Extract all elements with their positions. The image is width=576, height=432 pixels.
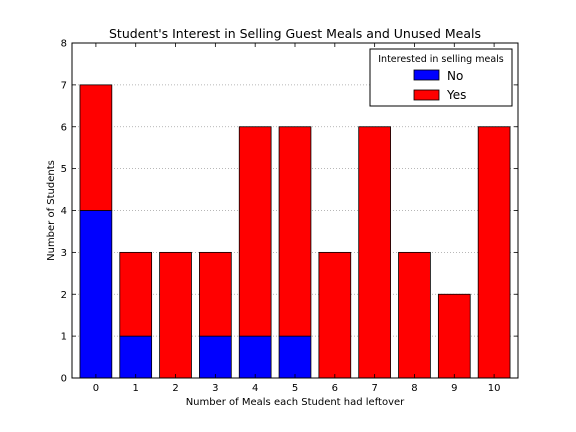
x-tick-label: 2 bbox=[172, 383, 178, 394]
y-axis-ticks: 0 1 2 3 4 5 6 7 8 bbox=[61, 39, 518, 385]
bar-yes-10 bbox=[477, 126, 511, 379]
x-tick-label: 8 bbox=[411, 383, 417, 394]
y-tick-label: 7 bbox=[61, 80, 67, 91]
bar-no-5 bbox=[278, 335, 312, 379]
bar-yes-5 bbox=[278, 126, 312, 337]
y-tick-label: 5 bbox=[61, 164, 67, 175]
bar-yes-7 bbox=[358, 126, 391, 379]
bar-yes-4 bbox=[238, 126, 272, 337]
x-axis-ticks: 0 1 2 3 4 5 6 7 8 9 10 bbox=[93, 43, 501, 394]
bar-no-0 bbox=[79, 210, 113, 379]
x-tick-label: 6 bbox=[332, 383, 338, 394]
bar-yes-8 bbox=[398, 251, 431, 379]
x-tick-label: 3 bbox=[212, 383, 218, 394]
y-axis-label: Number of Students bbox=[46, 160, 57, 261]
legend-label-yes: Yes bbox=[446, 88, 466, 102]
legend-swatch-no bbox=[413, 69, 440, 81]
x-tick-label: 5 bbox=[292, 383, 298, 394]
x-axis-label: Number of Meals each Student had leftove… bbox=[186, 397, 405, 408]
legend-swatch-yes bbox=[413, 89, 440, 101]
legend-label-no: No bbox=[447, 69, 463, 83]
y-tick-label: 6 bbox=[61, 122, 67, 133]
bar-yes-6 bbox=[318, 251, 352, 379]
x-tick-label: 0 bbox=[93, 383, 99, 394]
x-tick-label: 7 bbox=[371, 383, 377, 394]
bar-yes-9 bbox=[437, 293, 471, 379]
bar-yes-2 bbox=[159, 251, 192, 379]
y-tick-label: 4 bbox=[61, 206, 67, 217]
x-tick-label: 9 bbox=[451, 383, 457, 394]
legend-box bbox=[369, 48, 513, 107]
y-tick-label: 3 bbox=[61, 248, 67, 259]
x-tick-label: 10 bbox=[488, 383, 501, 394]
bar-no-1 bbox=[119, 335, 153, 379]
bar-yes-1 bbox=[119, 251, 153, 337]
legend-title: Interested in selling meals bbox=[378, 54, 504, 65]
y-tick-label: 8 bbox=[61, 39, 67, 50]
x-tick-label: 1 bbox=[133, 383, 139, 394]
legend: Interested in selling meals No Yes bbox=[369, 48, 513, 107]
bar-yes-0 bbox=[79, 84, 113, 211]
chart-title: Student's Interest in Selling Guest Meal… bbox=[109, 26, 481, 41]
y-tick-label: 1 bbox=[61, 332, 67, 343]
bar-no-3 bbox=[199, 335, 232, 379]
x-tick-label: 4 bbox=[252, 383, 258, 394]
bar-yes-3 bbox=[199, 251, 232, 337]
y-tick-label: 2 bbox=[61, 290, 67, 301]
bar-no-4 bbox=[238, 335, 272, 379]
y-tick-label: 0 bbox=[61, 374, 67, 385]
